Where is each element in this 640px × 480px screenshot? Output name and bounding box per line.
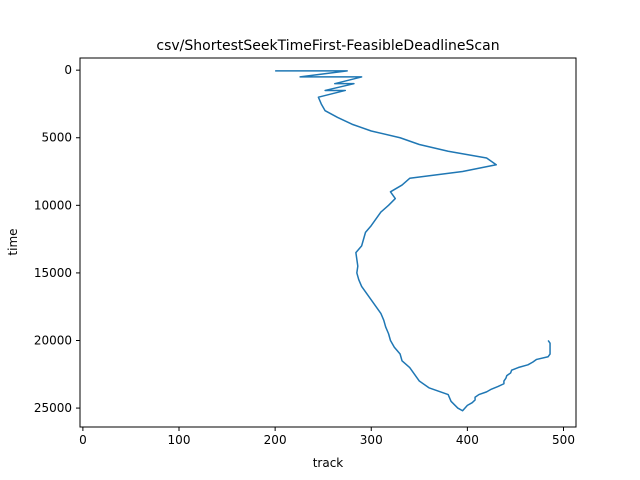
y-tick-label: 10000	[34, 198, 72, 212]
x-tick-label: 200	[264, 433, 287, 447]
y-axis-label: time	[6, 228, 20, 255]
series-line	[275, 70, 551, 412]
chart-title: csv/ShortestSeekTimeFirst-FeasibleDeadli…	[156, 38, 499, 54]
y-tick-label: 0	[64, 63, 72, 77]
plot-frame	[79, 57, 577, 428]
plot-layer	[275, 70, 551, 412]
y-tick-label: 25000	[34, 401, 72, 415]
x-tick-label: 0	[79, 433, 87, 447]
x-axis-ticks: 0 100 200 300 400 500	[79, 427, 575, 447]
y-tick-label: 5000	[41, 131, 72, 145]
y-axis-ticks: 0 5000 10000 15000 20000 25000	[34, 63, 80, 415]
x-tick-label: 100	[168, 433, 191, 447]
y-tick-label: 15000	[34, 266, 72, 280]
x-axis-label: track	[313, 456, 344, 470]
x-tick-label: 500	[552, 433, 575, 447]
x-tick-label: 400	[456, 433, 479, 447]
y-tick-label: 20000	[34, 333, 72, 347]
x-tick-label: 300	[360, 433, 383, 447]
